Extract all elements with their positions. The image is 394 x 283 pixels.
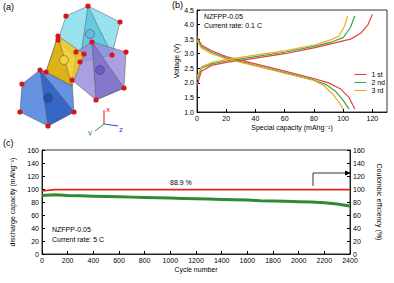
svg-text:Current rate: 0.1 C: Current rate: 0.1 C: [204, 22, 262, 29]
svg-text:3.5: 3.5: [184, 36, 194, 43]
svg-text:2.0: 2.0: [184, 79, 194, 86]
svg-text:60: 60: [31, 212, 39, 219]
svg-text:Special capacity (mAhg⁻¹): Special capacity (mAhg⁻¹): [251, 124, 333, 132]
svg-text:120: 120: [367, 115, 379, 122]
svg-text:1400: 1400: [214, 257, 230, 264]
svg-text:120: 120: [353, 173, 365, 180]
svg-text:100: 100: [337, 115, 349, 122]
svg-text:160: 160: [27, 147, 39, 154]
svg-text:2000: 2000: [291, 257, 307, 264]
svg-text:1.0: 1.0: [184, 109, 194, 116]
svg-text:Coulombic efficiency (%): Coulombic efficiency (%): [375, 164, 383, 241]
svg-text:80: 80: [310, 115, 318, 122]
svg-text:2200: 2200: [317, 257, 333, 264]
svg-text:0: 0: [195, 115, 199, 122]
svg-text:60: 60: [353, 212, 361, 219]
svg-text:80: 80: [353, 199, 361, 206]
svg-text:3.0: 3.0: [184, 50, 194, 57]
svg-text:40: 40: [252, 115, 260, 122]
svg-text:4.0: 4.0: [184, 21, 194, 28]
svg-text:2 nd: 2 nd: [371, 79, 385, 86]
svg-text:2400: 2400: [342, 257, 358, 264]
svg-text:0: 0: [40, 257, 44, 264]
svg-text:1800: 1800: [265, 257, 281, 264]
svg-text:40: 40: [353, 225, 361, 232]
svg-text:(b): (b): [172, 0, 183, 10]
svg-text:600: 600: [113, 257, 125, 264]
svg-text:60: 60: [281, 115, 289, 122]
svg-text:NZFPP-0.05: NZFPP-0.05: [52, 226, 91, 233]
svg-text:200: 200: [62, 257, 74, 264]
svg-text:800: 800: [139, 257, 151, 264]
svg-text:140: 140: [353, 160, 365, 167]
svg-text:x: x: [106, 105, 110, 114]
svg-text:400: 400: [87, 257, 99, 264]
svg-text:160: 160: [353, 147, 365, 154]
svg-text:Current rate: 5 C: Current rate: 5 C: [52, 236, 104, 243]
svg-text:1200: 1200: [188, 257, 204, 264]
svg-text:80: 80: [31, 199, 39, 206]
svg-text:1600: 1600: [240, 257, 256, 264]
svg-text:88.9 %: 88.9 %: [170, 179, 192, 186]
svg-text:(a): (a): [3, 2, 14, 12]
svg-text:120: 120: [27, 173, 39, 180]
svg-text:Voltage (V): Voltage (V): [173, 44, 181, 79]
svg-text:z: z: [119, 125, 123, 134]
svg-text:3 rd: 3 rd: [371, 87, 383, 94]
svg-text:100: 100: [27, 186, 39, 193]
svg-text:NZFPP-0.05: NZFPP-0.05: [204, 13, 243, 20]
svg-text:100: 100: [353, 186, 365, 193]
svg-text:Cycle number: Cycle number: [174, 266, 218, 274]
svg-text:1.5: 1.5: [184, 94, 194, 101]
svg-text:140: 140: [27, 160, 39, 167]
svg-text:20: 20: [31, 238, 39, 245]
svg-text:4.5: 4.5: [184, 7, 194, 14]
svg-text:y: y: [88, 128, 92, 136]
svg-text:discharge capacity (mAhg⁻¹): discharge capacity (mAhg⁻¹): [9, 158, 17, 247]
svg-text:0: 0: [35, 251, 39, 258]
svg-text:1000: 1000: [163, 257, 179, 264]
svg-text:2.5: 2.5: [184, 65, 194, 72]
svg-text:20: 20: [222, 115, 230, 122]
svg-text:40: 40: [31, 225, 39, 232]
svg-text:(c): (c): [3, 138, 14, 148]
svg-text:0: 0: [353, 250, 357, 258]
svg-text:20: 20: [353, 238, 361, 245]
svg-text:1 st: 1 st: [371, 71, 382, 78]
